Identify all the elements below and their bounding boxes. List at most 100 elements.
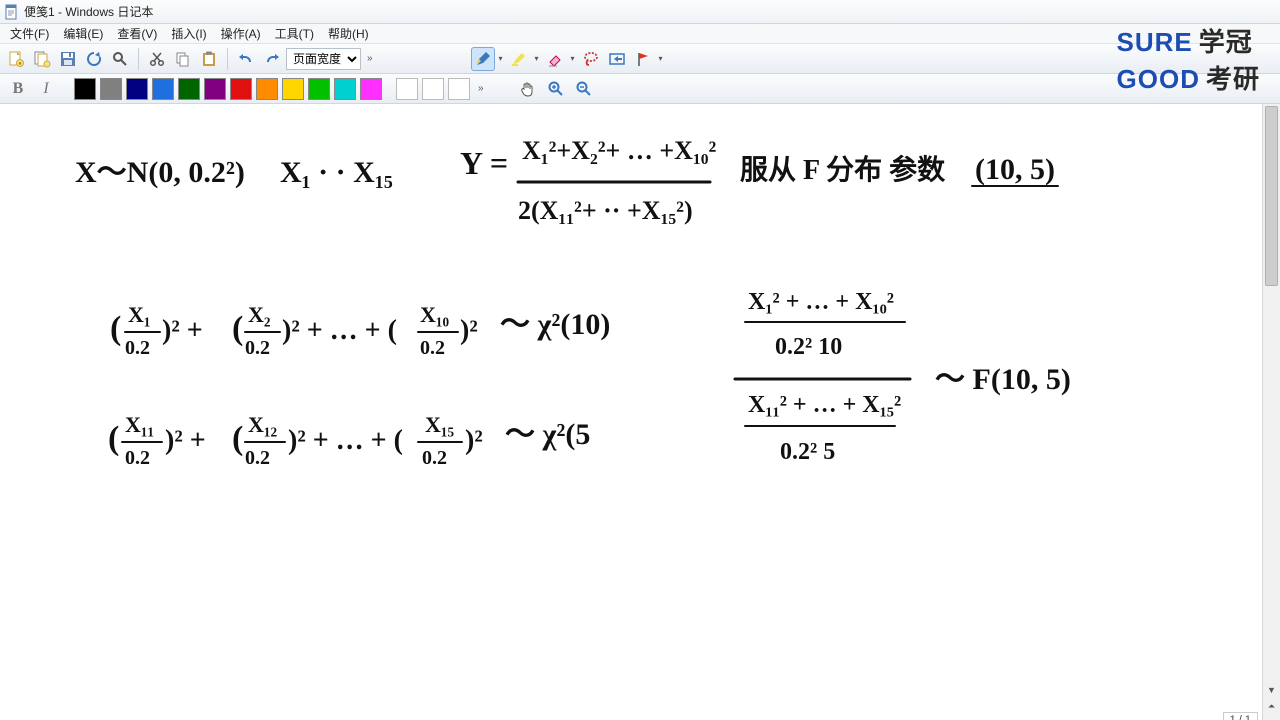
note-canvas[interactable]: X～N(0, 0.2²) X₁ · · X₁₅ Y = X₁²+X₂²+ … +X₁₀… (0, 104, 1262, 720)
menu-bar: 文件(F) 编辑(E) 查看(V) 插入(I) 操作(A) 工具(T) 帮助(H… (0, 24, 1280, 44)
color-swatch-11[interactable] (360, 78, 382, 100)
menu-action[interactable]: 操作(A) (215, 23, 267, 44)
svg-text:(10, 5): (10, 5) (975, 153, 1055, 186)
menu-view[interactable]: 查看(V) (111, 23, 163, 44)
svg-text:～ F(10, 5): ～ F(10, 5) (935, 363, 1071, 396)
color-swatch-10[interactable] (334, 78, 356, 100)
svg-text:X～N(0, 0.2²): X～N(0, 0.2²) (75, 156, 245, 189)
pan-hand-button[interactable] (516, 77, 540, 101)
svg-text:X₁²+X₂²+ … +X₁₀²: X₁²+X₂²+ … +X₁₀² (522, 136, 717, 165)
color-swatch-3[interactable] (152, 78, 174, 100)
flag-dropdown-icon[interactable]: ▾ (657, 54, 665, 63)
paste-button[interactable] (197, 47, 221, 71)
svg-text:(: ( (110, 310, 121, 347)
undo-button[interactable] (234, 47, 258, 71)
svg-text:X₂: X₂ (248, 302, 271, 327)
svg-text:)² + … + (: )² + … + ( (282, 315, 397, 346)
svg-text:X₁ · · X₁₅: X₁ · · X₁₅ (280, 156, 393, 189)
bold-button[interactable]: B (6, 77, 30, 101)
svg-text:)²: )² (465, 425, 483, 456)
cut-button[interactable] (145, 47, 169, 71)
lasso-tool-button[interactable] (579, 47, 603, 71)
color-swatch-2[interactable] (126, 78, 148, 100)
toolbar-overflow-icon[interactable]: » (363, 53, 377, 64)
eraser-dropdown-icon[interactable]: ▾ (569, 54, 577, 63)
custom-color-3[interactable] (448, 78, 470, 100)
svg-text:0.2² 5: 0.2² 5 (780, 439, 835, 465)
svg-text:(: ( (232, 420, 243, 457)
custom-color-1[interactable] (396, 78, 418, 100)
svg-text:)²: )² (460, 315, 478, 346)
color-swatch-6[interactable] (230, 78, 252, 100)
svg-text:★: ★ (18, 61, 23, 67)
svg-text:～ χ²(10): ～ χ²(10) (500, 308, 610, 341)
redo-button[interactable] (260, 47, 284, 71)
save-button[interactable] (56, 47, 80, 71)
main-toolbar: ★ 页面宽度 » ▾ ▾ ▾ ▾ (0, 44, 1280, 74)
pen-dropdown-icon[interactable]: ▾ (497, 54, 505, 63)
app-icon (4, 4, 20, 20)
insert-space-button[interactable] (605, 47, 629, 71)
highlighter-dropdown-icon[interactable]: ▾ (533, 54, 541, 63)
svg-text:0.2: 0.2 (422, 447, 447, 469)
svg-text:)² + … + (: )² + … + ( (288, 425, 403, 456)
highlighter-tool-button[interactable] (507, 47, 531, 71)
eraser-tool-button[interactable] (543, 47, 567, 71)
svg-text:～ χ²(5: ～ χ²(5 (505, 418, 590, 451)
copy-button[interactable] (171, 47, 195, 71)
svg-text:0.2: 0.2 (125, 337, 150, 359)
svg-text:(: ( (108, 420, 119, 457)
logo-good: GOOD (1117, 64, 1200, 94)
scroll-thumb[interactable] (1265, 106, 1278, 286)
svg-text:(: ( (232, 310, 243, 347)
svg-text:0.2: 0.2 (125, 447, 150, 469)
custom-color-2[interactable] (422, 78, 444, 100)
scroll-page-up-icon[interactable]: ⏶ (1263, 698, 1280, 714)
zoom-out-button[interactable] (572, 77, 596, 101)
scroll-page-down-icon[interactable]: ⏷ (1263, 714, 1280, 720)
color-swatch-8[interactable] (282, 78, 304, 100)
menu-help[interactable]: 帮助(H) (322, 23, 375, 44)
svg-text:0.2: 0.2 (420, 337, 445, 359)
svg-text:)² +: )² + (165, 425, 206, 456)
svg-text:X₁₁: X₁₁ (125, 412, 154, 437)
find-button[interactable] (108, 47, 132, 71)
flag-tool-button[interactable] (631, 47, 655, 71)
menu-edit[interactable]: 编辑(E) (57, 23, 109, 44)
zoom-select[interactable]: 页面宽度 (286, 48, 361, 70)
menu-file[interactable]: 文件(F) (4, 23, 55, 44)
ink-layer: X～N(0, 0.2²) X₁ · · X₁₅ Y = X₁²+X₂²+ … +X₁₀… (0, 104, 1262, 704)
brand-logo: SURE学冠 GOOD考研 (1117, 22, 1260, 96)
style-toolbar: B I » (0, 74, 1280, 104)
svg-text:服从 F 分布 参数: 服从 F 分布 参数 (740, 153, 946, 186)
svg-text:X₁₁² + … + X₁₅²: X₁₁² + … + X₁₅² (748, 392, 901, 418)
refresh-button[interactable] (82, 47, 106, 71)
title-bar: 便笺1 - Windows 日记本 (0, 0, 1280, 24)
scroll-down-icon[interactable]: ▼ (1263, 682, 1280, 698)
color-swatch-1[interactable] (100, 78, 122, 100)
color-swatch-0[interactable] (74, 78, 96, 100)
svg-text:2(X₁₁²+ ·· +X₁₅²): 2(X₁₁²+ ·· +X₁₅²) (518, 196, 693, 225)
color-swatch-9[interactable] (308, 78, 330, 100)
menu-tools[interactable]: 工具(T) (269, 23, 320, 44)
italic-button[interactable]: I (34, 77, 58, 101)
svg-text:0.2: 0.2 (245, 447, 270, 469)
vertical-scrollbar[interactable]: ▲ ▼ ⏶ ⏷ (1262, 104, 1280, 720)
menu-insert[interactable]: 插入(I) (165, 23, 212, 44)
new-from-template-button[interactable] (30, 47, 54, 71)
logo-cn2: 考研 (1206, 64, 1260, 94)
window-title: 便笺1 - Windows 日记本 (24, 3, 153, 20)
svg-text:Y =: Y = (460, 145, 508, 181)
svg-text:X₁₀: X₁₀ (420, 302, 449, 327)
svg-text:X₁² + … + X₁₀²: X₁² + … + X₁₀² (748, 289, 894, 315)
toolbar-separator (227, 48, 228, 70)
new-note-button[interactable]: ★ (4, 47, 28, 71)
color-swatch-5[interactable] (204, 78, 226, 100)
svg-text:0.2: 0.2 (245, 337, 270, 359)
logo-sure: SURE (1117, 27, 1193, 57)
zoom-in-button[interactable] (544, 77, 568, 101)
color-swatch-4[interactable] (178, 78, 200, 100)
pen-tool-button[interactable] (471, 47, 495, 71)
palette-overflow-icon[interactable]: » (474, 83, 488, 94)
color-swatch-7[interactable] (256, 78, 278, 100)
